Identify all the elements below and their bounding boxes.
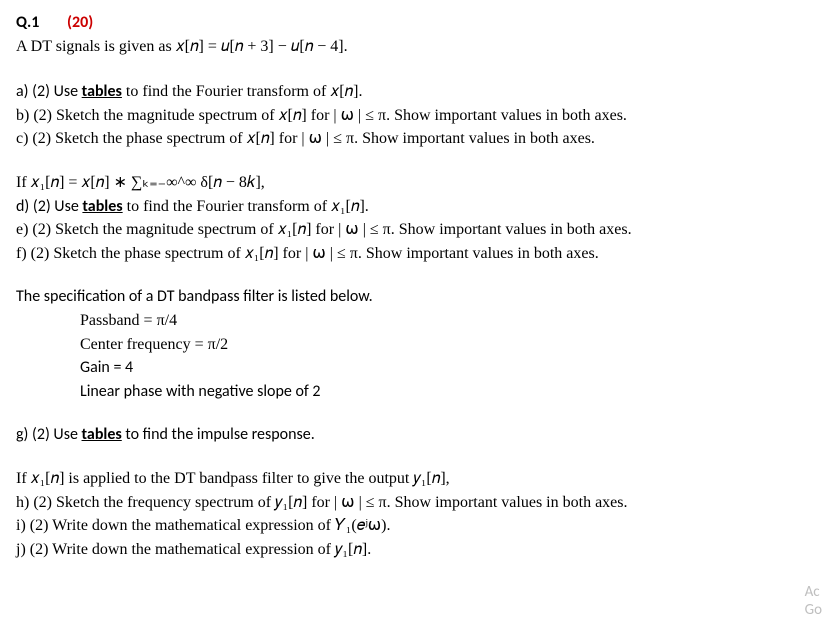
part-a-tables: tables (82, 82, 122, 101)
part-d-rest: to find the Fourier transform of 𝑥₁[𝑛]. (123, 198, 369, 215)
part-d: d) (2) Use tables to find the Fourier tr… (16, 196, 810, 218)
filter-spec-phase: Linear phase with negative slope of 2 (16, 381, 810, 403)
part-i: i) (2) Write down the mathematical expre… (16, 515, 810, 537)
part-d-prefix: d) (2) Use (16, 197, 82, 216)
watermark: Ac Go (805, 583, 822, 619)
part-g-prefix: g) (2) Use (16, 425, 82, 444)
question-number: Q.1 (16, 13, 39, 32)
part-a: a) (2) Use tables to find the Fourier tr… (16, 81, 810, 103)
part-g-rest: to find the impulse response. (122, 425, 315, 444)
watermark-line1: Ac (805, 583, 822, 601)
part-g: g) (2) Use tables to find the impulse re… (16, 424, 810, 446)
part-f: f) (2) Sketch the phase spectrum of 𝑥₁[𝑛… (16, 243, 810, 265)
y1-intro: If 𝑥₁[𝑛] is applied to the DT bandpass f… (16, 468, 810, 490)
part-h: h) (2) Sketch the frequency spectrum of … (16, 492, 810, 514)
watermark-line2: Go (805, 601, 822, 619)
part-e: e) (2) Sketch the magnitude spectrum of … (16, 219, 810, 241)
question-points: (20) (67, 13, 93, 32)
part-j: j) (2) Write down the mathematical expre… (16, 539, 810, 561)
filter-spec-center: Center frequency = π/2 (16, 334, 810, 356)
filter-spec-gain: Gain = 4 (16, 357, 810, 379)
filter-intro: The specification of a DT bandpass filte… (16, 286, 810, 308)
part-a-prefix: a) (2) Use (16, 82, 82, 101)
filter-spec-passband: Passband = π/4 (16, 310, 810, 332)
part-c: c) (2) Sketch the phase spectrum of 𝑥[𝑛]… (16, 128, 810, 150)
part-d-tables: tables (82, 197, 122, 216)
part-a-rest: to find the Fourier transform of 𝑥[𝑛]. (122, 83, 363, 100)
question-intro: A DT signals is given as 𝑥[𝑛] = 𝑢[𝑛 + 3]… (16, 36, 810, 58)
part-b: b) (2) Sketch the magnitude spectrum of … (16, 105, 810, 127)
question-header: Q.1 (20) (16, 12, 810, 34)
x1-definition: If 𝑥₁[𝑛] = 𝑥[𝑛] ∗ ∑ₖ₌₋∞^∞ δ[𝑛 − 8𝑘], (16, 172, 810, 194)
part-g-tables: tables (82, 425, 122, 444)
